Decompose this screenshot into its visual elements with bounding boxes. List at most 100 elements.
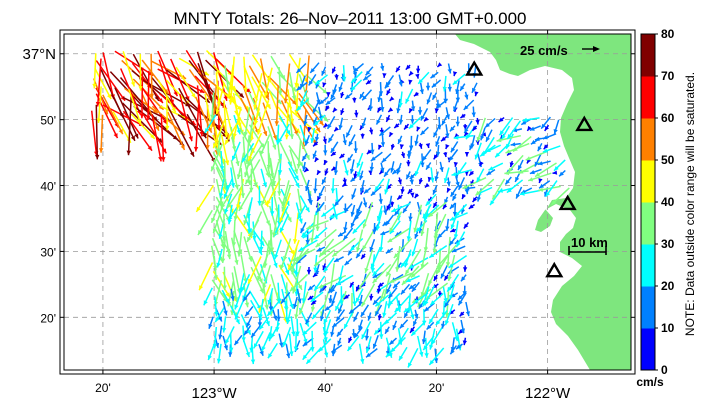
- current-vector-head: [344, 170, 349, 176]
- current-vector-head: [257, 322, 263, 327]
- current-vector-head: [296, 163, 301, 169]
- current-vector-head: [262, 182, 267, 188]
- current-vector-head: [436, 103, 442, 109]
- current-vector: [166, 104, 195, 157]
- current-vector-head: [353, 316, 358, 322]
- current-vector: [127, 95, 132, 156]
- current-vector-head: [542, 135, 548, 140]
- current-vector-head: [409, 174, 415, 179]
- current-vector-head: [469, 170, 474, 176]
- current-vector-head: [138, 86, 143, 91]
- current-vector: [243, 65, 259, 101]
- current-vector-head: [342, 140, 347, 145]
- current-vector-head: [443, 204, 448, 210]
- current-vector-head: [103, 109, 108, 115]
- radar-site-marker: [545, 261, 564, 278]
- current-vector: [212, 205, 224, 234]
- current-vector-head: [464, 152, 470, 157]
- current-vector-head: [315, 226, 320, 231]
- current-vector-head: [501, 134, 506, 140]
- current-vector-head: [414, 171, 419, 176]
- current-vector-head: [310, 306, 316, 312]
- current-vector-head: [234, 304, 239, 310]
- current-vector-head: [323, 267, 329, 273]
- current-vector: [249, 158, 258, 188]
- current-vector: [404, 248, 422, 276]
- y-tick-label: 30': [40, 245, 56, 259]
- current-vector-head: [428, 280, 433, 285]
- current-vector-head: [259, 246, 264, 252]
- current-vector-head: [239, 92, 244, 98]
- current-vector-head: [420, 263, 425, 269]
- current-vector-head: [316, 207, 321, 213]
- current-vector-head: [222, 327, 227, 333]
- current-vector-head: [393, 283, 398, 289]
- current-vector-head: [413, 298, 419, 304]
- current-vector-head: [265, 321, 270, 326]
- current-vector-head: [171, 107, 176, 113]
- current-vector: [198, 262, 214, 291]
- current-vector-head: [385, 81, 390, 87]
- current-vector-head: [222, 285, 227, 291]
- current-vector-head: [372, 273, 378, 278]
- current-vector: [269, 223, 274, 253]
- current-vector-head: [465, 311, 470, 317]
- current-vector-head: [307, 295, 313, 300]
- current-vector-head: [310, 68, 315, 73]
- current-vector: [128, 89, 142, 125]
- current-vector: [287, 89, 294, 124]
- current-vector-head: [315, 127, 321, 133]
- current-vector-head: [295, 182, 300, 188]
- current-vector-head: [521, 120, 527, 125]
- current-vector-head: [420, 231, 425, 236]
- current-vector-head: [413, 91, 419, 97]
- current-vector-head: [545, 191, 551, 197]
- current-vector-head: [323, 319, 328, 325]
- current-vector-head: [190, 151, 194, 157]
- y-tick-label: 37°N: [22, 46, 56, 63]
- current-vector: [215, 72, 220, 107]
- current-vector: [112, 111, 132, 144]
- current-vector-head: [441, 323, 446, 329]
- current-vector-head: [305, 154, 310, 160]
- current-vector-head: [392, 324, 397, 330]
- current-vector: [94, 68, 112, 100]
- current-vector-head: [427, 176, 432, 182]
- current-vector-head: [331, 166, 337, 171]
- current-vector-head: [244, 172, 249, 178]
- current-vector-head: [289, 265, 294, 271]
- current-vector-head: [361, 122, 366, 128]
- current-vector-head: [343, 294, 349, 299]
- current-vector-head: [291, 86, 297, 92]
- current-vector: [446, 236, 451, 267]
- current-vector: [382, 273, 392, 302]
- current-vector: [95, 104, 99, 160]
- current-vector-head: [463, 105, 469, 110]
- current-vector-head: [313, 121, 319, 126]
- current-vector-head: [231, 242, 237, 247]
- current-vector: [272, 210, 280, 238]
- radar-site-marker: [558, 194, 577, 211]
- current-vector-head: [334, 75, 339, 80]
- plot-area: 25 cm/s 10 km: [64, 34, 631, 370]
- current-vector-head: [246, 322, 251, 328]
- current-vector-head: [246, 213, 251, 219]
- current-vector-head: [265, 172, 270, 178]
- current-vector-head: [426, 164, 431, 170]
- current-vector-head: [420, 130, 426, 135]
- current-vector-head: [439, 167, 444, 172]
- current-vector-head: [445, 262, 451, 267]
- current-vector-head: [263, 131, 268, 136]
- current-vector-head: [436, 262, 442, 268]
- current-vector-head: [380, 107, 385, 112]
- current-vector: [130, 113, 156, 140]
- current-vector-head: [247, 229, 252, 234]
- current-vector-head: [312, 314, 317, 319]
- current-vector-head: [310, 138, 315, 143]
- current-vector-head: [217, 316, 222, 322]
- current-vector-head: [402, 208, 408, 213]
- current-vector-head: [362, 95, 367, 101]
- current-vector-head: [519, 191, 525, 196]
- current-vector-head: [328, 137, 333, 143]
